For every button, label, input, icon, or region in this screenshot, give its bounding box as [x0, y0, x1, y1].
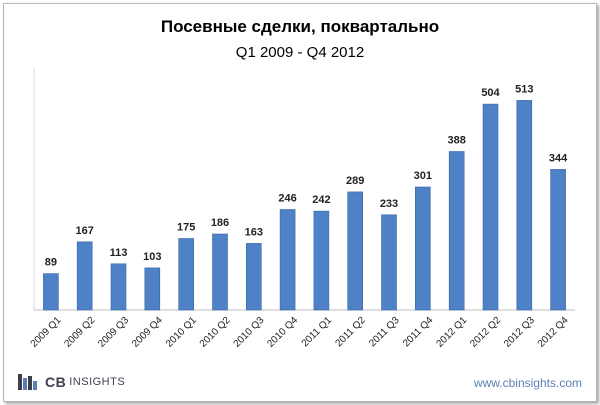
x-tick-label-8: 2011 Q1 [300, 315, 335, 350]
x-tick-label-1: 2009 Q2 [62, 315, 97, 350]
data-label-10: 233 [380, 198, 398, 210]
x-tick-label-15: 2012 Q4 [536, 315, 571, 350]
x-tick-label-10: 2011 Q3 [367, 315, 402, 350]
data-label-9: 289 [346, 175, 364, 187]
x-tick-label-14: 2012 Q3 [502, 315, 537, 350]
bar-8 [313, 210, 330, 311]
x-tick-label-13: 2012 Q2 [468, 315, 503, 350]
bar-2 [110, 263, 127, 311]
bar-0 [43, 273, 59, 311]
data-label-6: 163 [245, 226, 263, 238]
data-label-12: 388 [448, 135, 466, 147]
data-label-5: 186 [211, 217, 229, 229]
data-label-7: 246 [278, 193, 296, 205]
data-label-0: 89 [45, 257, 57, 269]
x-tick-label-6: 2010 Q3 [232, 315, 267, 350]
data-label-3: 103 [143, 251, 161, 263]
logo-cb-text: CB [45, 374, 67, 390]
chart-subtitle: Q1 2009 - Q4 2012 [235, 44, 365, 61]
data-label-1: 167 [76, 225, 94, 237]
bar-1 [76, 241, 93, 311]
data-label-2: 113 [110, 247, 128, 259]
bar-13 [482, 103, 499, 311]
data-label-11: 301 [414, 170, 432, 182]
bar-9 [347, 191, 364, 311]
bar-4 [178, 238, 194, 311]
data-label-13: 504 [481, 87, 500, 99]
x-tick-label-9: 2011 Q2 [333, 315, 368, 350]
bar-12 [448, 151, 465, 311]
data-label-15: 344 [549, 152, 568, 164]
x-tick-label-5: 2010 Q2 [198, 315, 233, 350]
website-url: www.cbinsights.com [473, 376, 582, 390]
x-tick-label-2: 2009 Q3 [96, 315, 131, 350]
x-tick-label-7: 2010 Q4 [265, 315, 300, 350]
bar-14 [516, 100, 533, 311]
bar-15 [550, 169, 566, 311]
x-tick-label-12: 2012 Q1 [434, 315, 469, 350]
x-tick-label-4: 2010 Q1 [164, 315, 199, 350]
x-tick-label-11: 2011 Q4 [401, 315, 436, 350]
logo-insights-text: INSIGHTS [69, 376, 126, 388]
bar-7 [279, 209, 296, 311]
bar-10 [381, 214, 397, 311]
bar-11 [414, 186, 431, 311]
data-label-4: 175 [177, 222, 195, 234]
x-tick-label-0: 2009 Q1 [29, 315, 64, 350]
cb-insights-logo: CB INSIGHTS [18, 373, 125, 391]
cb-insights-logo-icon [18, 374, 37, 390]
x-tick-label-3: 2009 Q4 [130, 315, 165, 350]
data-label-8: 242 [312, 194, 330, 206]
bar-3 [144, 267, 161, 311]
chart-title: Посевные сделки, поквартально [160, 17, 440, 36]
data-label-14: 513 [515, 83, 533, 95]
bar-6 [246, 243, 262, 311]
bar-5 [212, 233, 228, 311]
